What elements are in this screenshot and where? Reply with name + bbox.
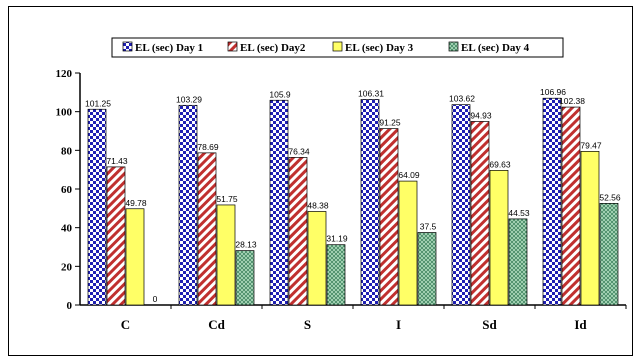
bar-chart: EL (sec) Day 1 EL (sec) Day2 EL (sec) Day … <box>56 37 627 332</box>
data-labels: 101.25 71.43 49.78 0 103.29 78.69 51.75 28.13 10… <box>85 87 621 304</box>
data-label: 28.13 <box>235 240 257 250</box>
legend-label: EL (sec) Day 1 <box>135 42 203 54</box>
data-label: 31.19 <box>326 234 348 244</box>
y-tick-label: 120 <box>56 68 73 80</box>
bar <box>87 108 107 306</box>
legend-label: EL (sec) Day2 <box>240 42 306 54</box>
data-label: 78.69 <box>197 142 219 152</box>
bar <box>508 218 528 306</box>
bar <box>470 121 490 306</box>
bar <box>269 99 289 306</box>
bar <box>398 180 418 306</box>
data-label: 44.53 <box>508 208 530 218</box>
y-tick-label: 0 <box>67 300 73 312</box>
bar <box>235 250 255 306</box>
bar <box>561 106 581 306</box>
data-label: 48.38 <box>307 200 329 210</box>
bar <box>288 157 308 306</box>
bar <box>599 203 619 306</box>
data-label: 79.47 <box>580 140 602 150</box>
data-label: 52.56 <box>599 192 621 202</box>
y-tick-label: 100 <box>56 107 73 119</box>
data-label: 49.78 <box>125 198 147 208</box>
bar <box>326 244 346 306</box>
data-label: 69.63 <box>489 159 511 169</box>
data-label: 94.93 <box>470 110 492 120</box>
bar <box>451 104 471 306</box>
data-label: 106.96 <box>540 87 566 97</box>
bar <box>417 232 437 306</box>
y-tick-label: 60 <box>61 184 73 196</box>
bar <box>178 104 198 306</box>
data-label: 106.31 <box>358 88 384 98</box>
category-label: Cd <box>208 317 225 332</box>
category-label: Sd <box>482 317 497 332</box>
bar <box>580 151 600 306</box>
chart-frame: EL (sec) Day 1 EL (sec) Day2 EL (sec) Day … <box>8 6 633 356</box>
data-label: 102.38 <box>559 96 585 106</box>
bar <box>216 204 236 306</box>
legend-swatch <box>122 41 133 52</box>
y-tick-label: 20 <box>61 261 73 273</box>
data-label: 105.9 <box>269 89 291 99</box>
legend-label: EL (sec) Day 3 <box>345 42 414 54</box>
data-label: 101.25 <box>85 98 111 108</box>
bar <box>125 208 145 306</box>
data-label: 103.62 <box>449 94 475 104</box>
bar <box>197 152 217 306</box>
bar <box>106 166 126 306</box>
category-label: C <box>121 317 130 332</box>
data-label: 71.43 <box>106 156 128 166</box>
data-label: 51.75 <box>216 194 238 204</box>
legend-swatch <box>448 41 459 52</box>
category-label: S <box>304 317 311 332</box>
bar <box>307 211 327 306</box>
legend: EL (sec) Day 1 EL (sec) Day2 EL (sec) Day … <box>111 37 564 58</box>
data-label: 64.09 <box>398 170 420 180</box>
data-label: 37.5 <box>420 222 437 232</box>
legend-label: EL (sec) Day 4 <box>461 42 530 54</box>
data-label: 103.29 <box>176 94 202 104</box>
data-label: 91.25 <box>379 118 401 128</box>
bars <box>87 97 619 306</box>
axes: 0 20 40 60 80 100 120 C Cd S I Sd Id <box>56 68 627 332</box>
data-label: 76.34 <box>288 146 310 156</box>
category-label: I <box>396 317 401 332</box>
legend-swatch <box>227 41 238 52</box>
y-tick-label: 80 <box>61 145 73 157</box>
legend-swatch <box>332 41 343 52</box>
bar <box>379 128 399 306</box>
bar <box>360 99 380 306</box>
y-tick-label: 40 <box>61 223 73 235</box>
data-label: 0 <box>153 294 158 304</box>
bar <box>542 97 562 306</box>
bar <box>489 170 509 306</box>
category-label: Id <box>574 317 587 332</box>
